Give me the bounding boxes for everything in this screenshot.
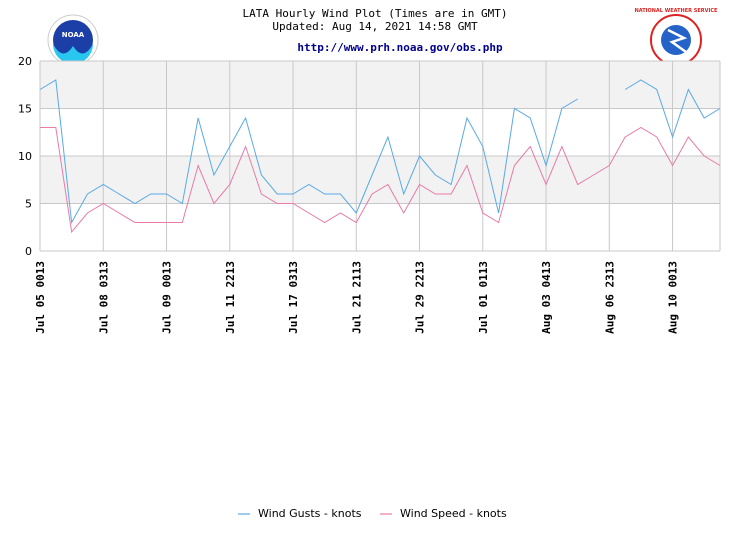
noaa-logo-icon: NOAA <box>47 14 99 66</box>
y-tick-label: 20 <box>18 55 32 68</box>
series-line-wind-speed <box>40 126 721 234</box>
nws-logo-icon: NATIONAL WEATHER SERVICE <box>635 8 718 66</box>
y-tick-label: 5 <box>25 198 32 211</box>
x-tick-label: Jul 08 0313 <box>97 261 110 334</box>
x-tick-label: Jul 29 2213 <box>414 261 427 334</box>
nws-logo-text: NATIONAL WEATHER SERVICE <box>635 8 718 14</box>
legend: Wind Gusts - knots Wind Speed - knots <box>238 507 507 520</box>
x-tick-label: Aug 03 0413 <box>540 261 553 334</box>
x-tick-label: Jul 11 2213 <box>224 261 237 334</box>
legend-gust-label: Wind Gusts - knots <box>258 507 362 520</box>
series-line-wind-gusts <box>39 79 721 225</box>
legend-speed-label: Wind Speed - knots <box>400 507 507 520</box>
x-tick-label: Jul 09 0013 <box>161 261 174 334</box>
x-tick-label: Aug 06 2313 <box>603 261 616 334</box>
y-tick-label: 0 <box>25 245 32 258</box>
chart-updated: Updated: Aug 14, 2021 14:58 GMT <box>272 20 478 33</box>
chart-url[interactable]: http://www.prh.noaa.gov/obs.php <box>297 41 503 54</box>
noaa-logo-text: NOAA <box>62 31 85 39</box>
chart-title: LATA Hourly Wind Plot (Times are in GMT) <box>243 7 508 20</box>
plot-band <box>40 156 720 204</box>
plot-series <box>39 79 721 234</box>
x-tick-label: Jul 01 0113 <box>477 261 490 334</box>
x-tick-label: Jul 17 0313 <box>287 261 300 334</box>
plot-grid <box>39 60 721 252</box>
x-tick-label: Jul 05 0013 <box>34 261 47 334</box>
y-tick-label: 15 <box>18 103 32 116</box>
y-tick-label: 10 <box>18 150 32 163</box>
x-tick-label: Aug 10 0013 <box>667 261 680 334</box>
x-tick-label: Jul 21 2113 <box>350 261 363 334</box>
y-axis-ticks: 0 5 10 15 20 <box>18 55 32 258</box>
plot-band <box>40 61 720 109</box>
x-axis-ticks: Jul 05 0013 Jul 08 0313 Jul 09 0013 Jul 11 … <box>34 261 680 334</box>
